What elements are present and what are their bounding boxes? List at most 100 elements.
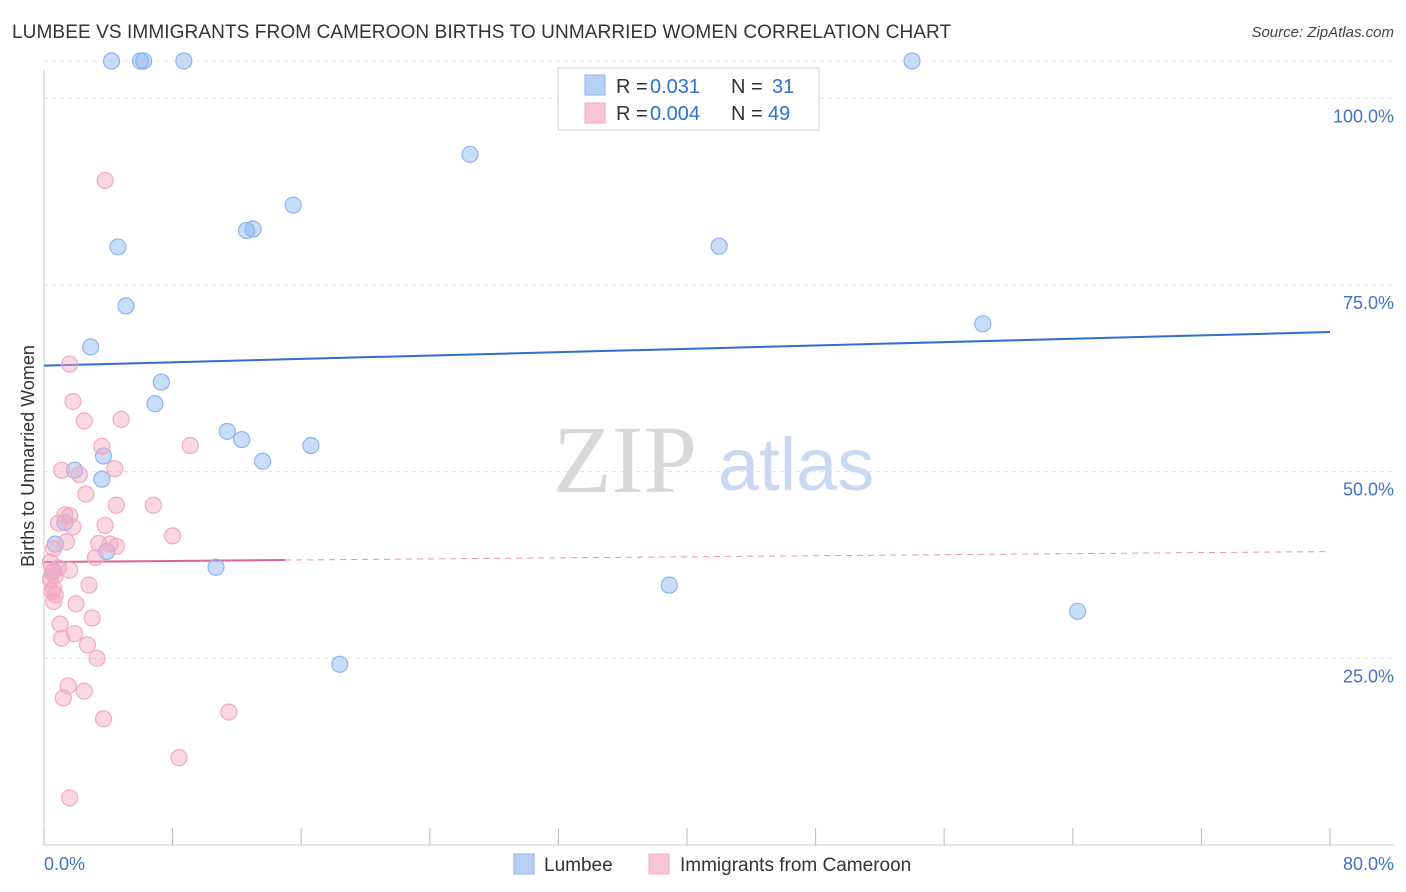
x-tick-label-min: 0.0% (44, 854, 85, 874)
lumbee-point (302, 436, 320, 455)
cameroon-r-label: R = (616, 103, 648, 125)
y-tick-labels: 25.0% 50.0% 75.0% 100.0% (1333, 106, 1394, 686)
lumbee-point (146, 395, 164, 413)
cameroon-point (45, 579, 63, 597)
cameroon-point (88, 649, 106, 667)
lumbee-point (331, 655, 349, 673)
lumbee-point (244, 220, 262, 238)
watermark: ZIP atlas (553, 406, 874, 513)
lumbee-point (82, 338, 100, 356)
trend-line-0 (43, 331, 1331, 367)
cameroon-point (61, 789, 79, 807)
lumbee-point (284, 196, 302, 214)
cameroon-point (70, 466, 88, 484)
cameroon-point (107, 537, 125, 555)
cameroon-point (164, 527, 182, 545)
cameroon-n-value: 49 (768, 103, 790, 125)
cameroon-point (53, 629, 71, 647)
lumbee-point (152, 373, 170, 391)
lumbee-bottom-swatch (513, 853, 535, 875)
cameroon-point (46, 586, 64, 604)
trend-line-dashed-1 (285, 551, 1331, 561)
x-tick-label-max: 80.0% (1343, 854, 1394, 874)
cameroon-bottom-swatch (648, 853, 670, 875)
lumbee-point (660, 576, 678, 594)
stats-legend: R = 0.031 N = 31 R = 0.004 N = 49 (557, 67, 820, 131)
watermark-zip: ZIP (553, 406, 697, 513)
lumbee-r-value: 0.031 (650, 76, 700, 98)
lumbee-point (135, 52, 153, 70)
lumbee-point (710, 237, 728, 255)
lumbee-point (102, 52, 121, 70)
lumbee-n-label: N = (731, 76, 763, 98)
cameroon-point (181, 436, 199, 455)
lumbee-point (175, 52, 193, 70)
y-tick-label: 25.0% (1343, 666, 1394, 686)
cameroon-point (106, 460, 124, 478)
cameroon-bottom-label: Immigrants from Cameroon (680, 855, 911, 876)
axes (43, 70, 1394, 846)
lumbee-bottom-label: Lumbee (544, 855, 613, 876)
y-tick-label: 75.0% (1343, 293, 1394, 313)
cameroon-point (75, 412, 93, 430)
cameroon-point (96, 171, 114, 190)
cameroon-point (112, 410, 130, 428)
lumbee-point (207, 558, 225, 576)
bottom-legend: Lumbee Immigrants from Cameroon (513, 853, 911, 876)
cameroon-point (51, 615, 69, 633)
watermark-atlas: atlas (718, 423, 874, 506)
cameroon-point (220, 703, 238, 721)
lumbee-point (117, 297, 135, 315)
y-axis-label: Births to Unmarried Women (18, 345, 38, 567)
lumbee-point (903, 52, 921, 70)
cameroon-point (54, 689, 72, 707)
cameroon-point (53, 461, 71, 479)
trend-line-solid-1 (43, 559, 286, 564)
cameroon-legend-swatch (584, 102, 606, 124)
cameroon-point (45, 592, 63, 611)
cameroon-point (45, 539, 63, 558)
cameroon-point (144, 496, 162, 514)
cameroon-point (77, 485, 95, 503)
lumbee-point (93, 470, 111, 488)
lumbee-point (974, 315, 992, 333)
cameroon-point (86, 548, 105, 567)
lumbee-point (218, 422, 236, 440)
x-ticks (43, 828, 1331, 845)
chart-title: LUMBEE VS IMMIGRANTS FROM CAMEROON BIRTH… (12, 22, 952, 43)
cameroon-point (49, 514, 68, 532)
lumbee-legend-swatch (584, 74, 606, 96)
cameroon-point (64, 392, 82, 411)
cameroon-point (65, 625, 84, 643)
trend-lines (43, 331, 1331, 564)
cameroon-point (80, 576, 98, 594)
cameroon-point (67, 595, 85, 613)
cameroon-point (96, 516, 114, 535)
cameroon-point (107, 496, 125, 514)
lumbee-point (1069, 602, 1087, 620)
lumbee-point (237, 221, 256, 240)
cameroon-r-value: 0.004 (650, 103, 700, 125)
lumbee-r-label: R = (616, 76, 648, 98)
cameroon-point (101, 535, 119, 553)
cameroon-point (75, 682, 93, 700)
cameroon-point (93, 437, 111, 455)
cameroon-n-label: N = (731, 103, 763, 125)
lumbee-point (109, 238, 127, 256)
y-tick-label: 50.0% (1343, 480, 1394, 500)
y-tick-label: 100.0% (1333, 106, 1394, 126)
cameroon-point (83, 609, 101, 627)
lumbee-point (254, 452, 272, 470)
cameroon-point (64, 518, 82, 536)
chart-source: Source: ZipAtlas.com (1251, 24, 1394, 41)
cameroon-point (170, 749, 188, 767)
cameroon-point (61, 561, 79, 579)
lumbee-point (233, 430, 251, 449)
cameroon-point (78, 636, 97, 654)
lumbee-point (461, 145, 479, 163)
lumbee-n-value: 31 (772, 76, 794, 98)
cameroon-point (94, 710, 113, 728)
cameroon-point (61, 355, 79, 373)
data-points (41, 52, 1087, 807)
